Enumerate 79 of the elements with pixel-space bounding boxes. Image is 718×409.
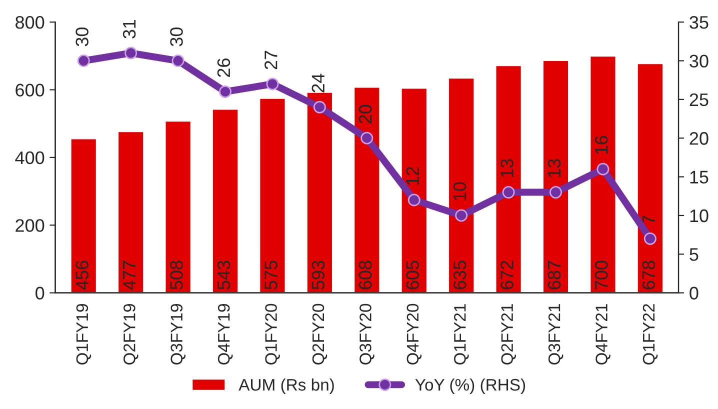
data-label: 30 — [170, 28, 183, 46]
data-label: 575 — [264, 260, 278, 290]
bar — [353, 86, 381, 293]
data-label: 593 — [312, 260, 325, 290]
x-tick-label: Q1FY22 — [642, 304, 658, 365]
bar — [400, 87, 428, 293]
bar — [164, 120, 192, 293]
x-tick-label: Q4FY21 — [596, 304, 610, 365]
data-label: 31 — [122, 20, 136, 38]
x-tick-label: Q1FY21 — [454, 304, 469, 365]
point — [313, 100, 326, 114]
y2-tick-label: 35 — [690, 16, 708, 29]
data-label: 30 — [76, 28, 88, 46]
data-label: 27 — [264, 50, 278, 70]
bar — [117, 130, 145, 293]
x-tick-label: Q4FY20 — [406, 304, 422, 365]
data-label: 672 — [500, 260, 514, 290]
x-tick-label: Q2FY21 — [501, 304, 516, 365]
point — [124, 46, 138, 60]
data-label: 13 — [548, 159, 561, 178]
point — [77, 54, 90, 68]
point — [219, 85, 232, 98]
data-label: 10 — [453, 182, 466, 200]
y-tick-label: 400 — [15, 151, 44, 164]
point — [360, 132, 374, 144]
bar — [542, 60, 570, 293]
data-label: 508 — [170, 260, 183, 290]
x-tick-label: Q3FY19 — [170, 304, 186, 365]
y2-tick-label: 0 — [690, 286, 698, 300]
data-label: 608 — [358, 260, 372, 290]
bar — [636, 62, 664, 293]
data-label: 20 — [358, 104, 372, 124]
y-tick-label: 600 — [16, 84, 44, 96]
point — [502, 186, 515, 199]
data-label: 12 — [406, 166, 419, 185]
data-label: 477 — [123, 260, 136, 290]
y-tick-label: 0 — [36, 286, 44, 300]
x-tick-label: Q4FY19 — [218, 304, 233, 365]
y2-tick-label: 10 — [690, 209, 708, 222]
point — [172, 54, 184, 68]
y2-tick-label: 30 — [690, 54, 708, 68]
legend-label: AUM (Rs bn) — [238, 378, 334, 394]
point — [266, 78, 279, 90]
data-label: 26 — [217, 58, 230, 77]
point — [408, 194, 420, 206]
data-label: 456 — [76, 260, 88, 290]
bar — [70, 138, 98, 293]
point — [550, 186, 562, 199]
data-label: 687 — [548, 260, 561, 290]
y2-tick-label: 5 — [690, 248, 698, 261]
bar — [494, 64, 522, 293]
y-tick-label: 800 — [16, 16, 44, 29]
x-tick-label: Q2FY19 — [124, 304, 138, 365]
data-label: 635 — [453, 260, 466, 290]
point — [596, 162, 610, 176]
bar — [589, 55, 617, 293]
point — [644, 232, 656, 245]
bar — [258, 98, 286, 293]
data-label: 700 — [595, 260, 608, 290]
y-tick-label: 200 — [16, 219, 44, 232]
data-label: 13 — [500, 159, 514, 178]
data-label: 16 — [595, 136, 608, 154]
y2-tick-label: 25 — [690, 93, 708, 106]
bar — [306, 91, 334, 293]
data-label: 24 — [312, 74, 324, 92]
y2-tick-label: 20 — [690, 132, 708, 145]
legend-label: YoY (%) (RHS) — [415, 378, 526, 394]
x-tick-label: Q3FY21 — [548, 304, 564, 365]
x-tick-label: Q1FY20 — [265, 304, 280, 365]
bar — [212, 108, 239, 293]
x-tick-label: Q2FY20 — [312, 304, 328, 365]
x-tick-label: Q1FY19 — [76, 304, 92, 365]
x-tick-label: Q3FY20 — [360, 304, 374, 365]
data-label: 543 — [217, 260, 230, 290]
data-label: 605 — [406, 260, 419, 290]
data-label: 678 — [642, 260, 656, 290]
point — [455, 209, 468, 222]
y2-tick-label: 15 — [690, 170, 708, 184]
bar — [448, 77, 476, 293]
